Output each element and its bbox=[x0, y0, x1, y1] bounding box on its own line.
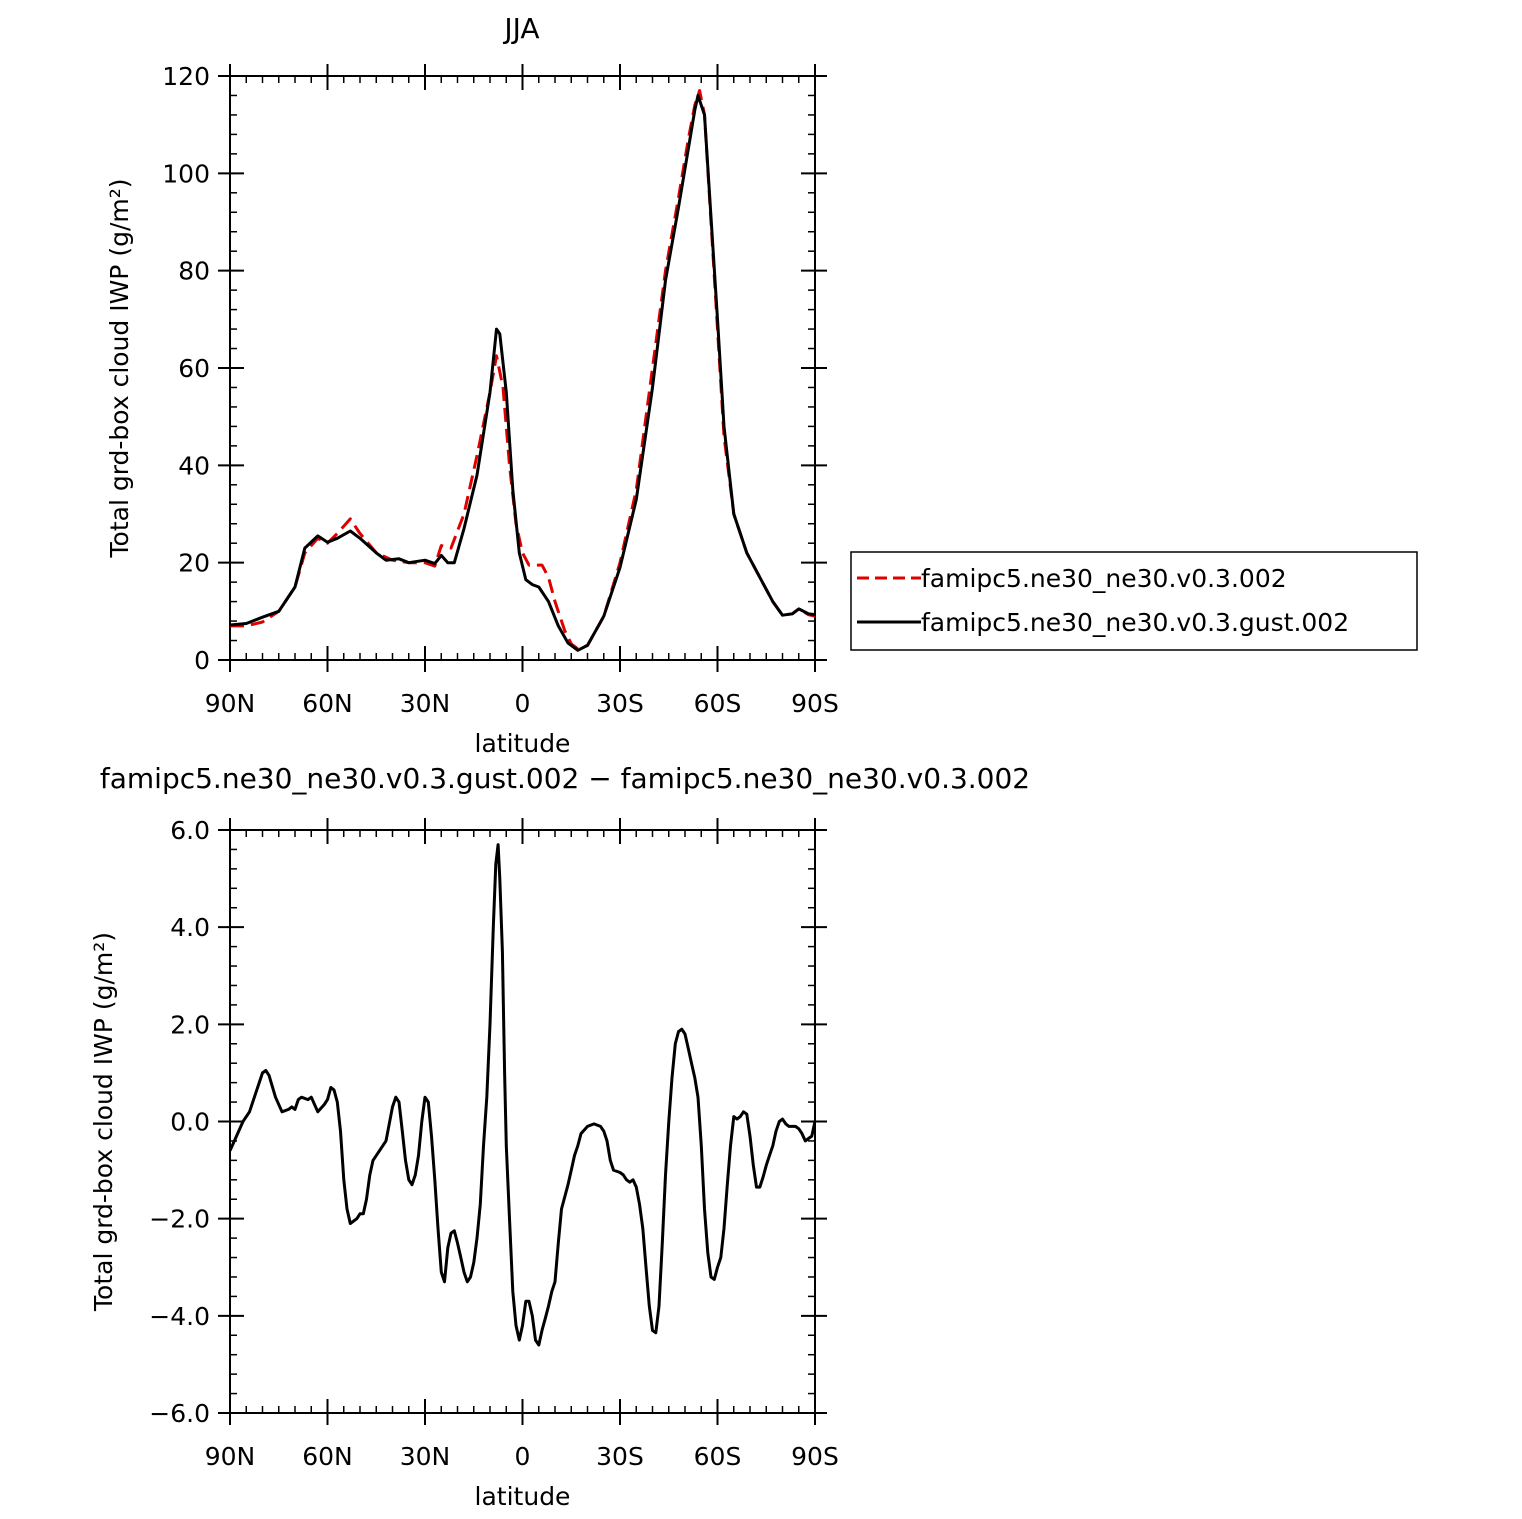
x-tick-label: 0 bbox=[515, 1442, 531, 1471]
x-tick-label: 60S bbox=[694, 689, 742, 718]
y-tick-label: 120 bbox=[162, 62, 210, 91]
y-tick-label: 80 bbox=[178, 257, 210, 286]
legend: famipc5.ne30_ne30.v0.3.002 famipc5.ne30_n… bbox=[850, 551, 1418, 651]
y-tick-label: 60 bbox=[178, 354, 210, 383]
legend-box bbox=[850, 551, 1418, 651]
top-chart: 90N 60N 30N 0 30S 60S 90S 0 20 40 60 80 100 120 latitu… bbox=[105, 12, 839, 758]
chart-title: JJA bbox=[502, 12, 539, 45]
y-axis-label: Total grd-box cloud IWP (g/m²) bbox=[89, 932, 118, 1312]
x-tick-label: 60N bbox=[302, 689, 353, 718]
x-tick-label: 90N bbox=[205, 689, 256, 718]
x-tick-label: 60N bbox=[302, 1442, 353, 1471]
y-tick-label: 2.0 bbox=[170, 1010, 210, 1039]
x-axis-label: latitude bbox=[475, 729, 571, 758]
y-tick-label: 0 bbox=[194, 646, 210, 675]
difference-chart: 90N 60N 30N 0 30S 60S 90S −6.0 −4.0 −2.0 0.0 2.0 4.0… bbox=[89, 762, 1030, 1511]
y-tick-label: 6.0 bbox=[170, 816, 210, 845]
y-tick-label: 40 bbox=[178, 451, 210, 480]
x-tick-label: 30S bbox=[596, 689, 644, 718]
x-axis-label: latitude bbox=[475, 1482, 571, 1511]
series-line-0 bbox=[230, 89, 815, 651]
series-line-1 bbox=[230, 94, 815, 652]
y-tick-label: 20 bbox=[178, 549, 210, 578]
y-tick-label: −4.0 bbox=[149, 1302, 210, 1331]
legend-entry: famipc5.ne30_ne30.v0.3.002 bbox=[921, 564, 1287, 593]
y-tick-label: −6.0 bbox=[149, 1399, 210, 1428]
x-tick-label: 30N bbox=[400, 1442, 451, 1471]
x-tick-label: 30S bbox=[596, 1442, 644, 1471]
y-axis-label: Total grd-box cloud IWP (g/m²) bbox=[105, 178, 134, 558]
y-tick-label: 100 bbox=[162, 159, 210, 188]
y-tick-label: 0.0 bbox=[170, 1108, 210, 1137]
legend-entry: famipc5.ne30_ne30.v0.3.gust.002 bbox=[921, 608, 1349, 637]
x-tick-label: 60S bbox=[694, 1442, 742, 1471]
x-tick-label: 0 bbox=[515, 689, 531, 718]
y-tick-label: −2.0 bbox=[149, 1205, 210, 1234]
x-tick-label: 30N bbox=[400, 689, 451, 718]
chart-title: famipc5.ne30_ne30.v0.3.gust.002 − famipc… bbox=[100, 762, 1030, 795]
x-tick-label: 90S bbox=[791, 689, 839, 718]
series-line-0 bbox=[230, 843, 815, 1347]
x-tick-label: 90S bbox=[791, 1442, 839, 1471]
x-tick-label: 90N bbox=[205, 1442, 256, 1471]
y-tick-label: 4.0 bbox=[170, 913, 210, 942]
